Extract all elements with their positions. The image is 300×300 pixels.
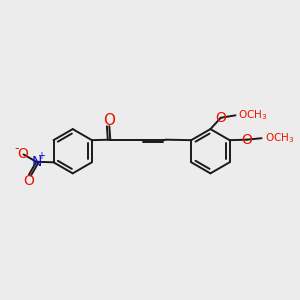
- Text: O: O: [242, 133, 252, 147]
- Text: O: O: [17, 147, 28, 161]
- Text: OCH$_3$: OCH$_3$: [265, 131, 294, 145]
- Text: O: O: [103, 113, 115, 128]
- Text: O: O: [215, 111, 226, 125]
- Text: -: -: [14, 142, 19, 155]
- Text: O: O: [23, 175, 34, 188]
- Text: N: N: [31, 155, 41, 169]
- Text: +: +: [37, 152, 45, 161]
- Text: OCH$_3$: OCH$_3$: [238, 108, 268, 122]
